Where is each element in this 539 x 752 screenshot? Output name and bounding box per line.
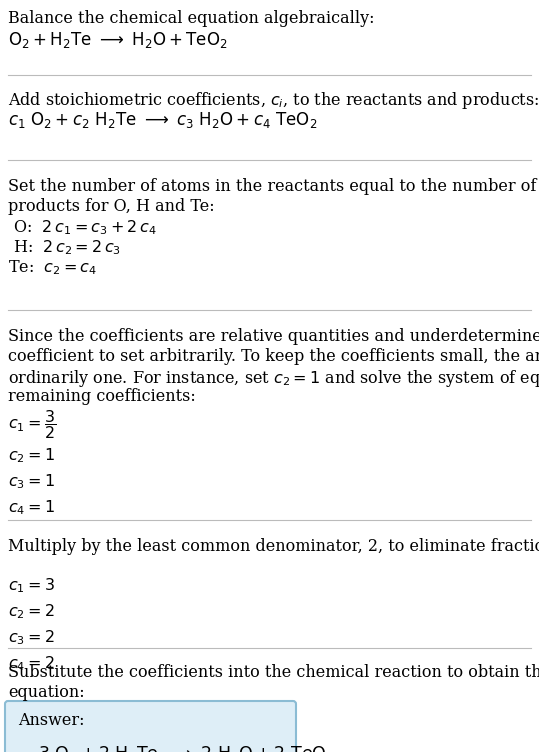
Text: Since the coefficients are relative quantities and underdetermined, choose a: Since the coefficients are relative quan… <box>8 328 539 345</box>
Text: Multiply by the least common denominator, 2, to eliminate fractional coefficient: Multiply by the least common denominator… <box>8 538 539 555</box>
Text: products for O, H and Te:: products for O, H and Te: <box>8 198 215 215</box>
Text: $3\ \mathrm{O_2} + 2\ \mathrm{H_2Te} \ \longrightarrow \ 2\ \mathrm{H_2O} + 2\ \: $3\ \mathrm{O_2} + 2\ \mathrm{H_2Te} \ \… <box>38 744 334 752</box>
Text: ordinarily one. For instance, set $c_2 = 1$ and solve the system of equations fo: ordinarily one. For instance, set $c_2 =… <box>8 368 539 389</box>
Text: $\mathrm{O_2 + H_2Te \ \longrightarrow \ H_2O + TeO_2}$: $\mathrm{O_2 + H_2Te \ \longrightarrow \… <box>8 30 227 50</box>
Text: $c_2 = 2$: $c_2 = 2$ <box>8 602 54 620</box>
Text: $c_2 = 1$: $c_2 = 1$ <box>8 446 55 465</box>
Text: $c_1\ \mathrm{O_2} + c_2\ \mathrm{H_2Te} \ \longrightarrow \ c_3\ \mathrm{H_2O} : $c_1\ \mathrm{O_2} + c_2\ \mathrm{H_2Te}… <box>8 110 317 130</box>
Text: $c_4 = 1$: $c_4 = 1$ <box>8 498 55 517</box>
Text: Add stoichiometric coefficients, $c_i$, to the reactants and products:: Add stoichiometric coefficients, $c_i$, … <box>8 90 539 111</box>
Text: $c_3 = 2$: $c_3 = 2$ <box>8 628 54 647</box>
Text: H:  $2\,c_2 = 2\,c_3$: H: $2\,c_2 = 2\,c_3$ <box>8 238 121 256</box>
Text: $c_4 = 2$: $c_4 = 2$ <box>8 654 54 673</box>
Text: equation:: equation: <box>8 684 85 701</box>
Text: $c_1 = \dfrac{3}{2}$: $c_1 = \dfrac{3}{2}$ <box>8 408 56 441</box>
Text: Set the number of atoms in the reactants equal to the number of atoms in the: Set the number of atoms in the reactants… <box>8 178 539 195</box>
Text: Te:  $c_2 = c_4$: Te: $c_2 = c_4$ <box>8 258 97 277</box>
FancyBboxPatch shape <box>5 701 296 752</box>
Text: Balance the chemical equation algebraically:: Balance the chemical equation algebraica… <box>8 10 375 27</box>
Text: coefficient to set arbitrarily. To keep the coefficients small, the arbitrary va: coefficient to set arbitrarily. To keep … <box>8 348 539 365</box>
Text: remaining coefficients:: remaining coefficients: <box>8 388 196 405</box>
Text: O:  $2\,c_1 = c_3 + 2\,c_4$: O: $2\,c_1 = c_3 + 2\,c_4$ <box>8 218 157 237</box>
Text: $c_1 = 3$: $c_1 = 3$ <box>8 576 55 595</box>
Text: Answer:: Answer: <box>18 712 85 729</box>
Text: Substitute the coefficients into the chemical reaction to obtain the balanced: Substitute the coefficients into the che… <box>8 664 539 681</box>
Text: $c_3 = 1$: $c_3 = 1$ <box>8 472 55 491</box>
